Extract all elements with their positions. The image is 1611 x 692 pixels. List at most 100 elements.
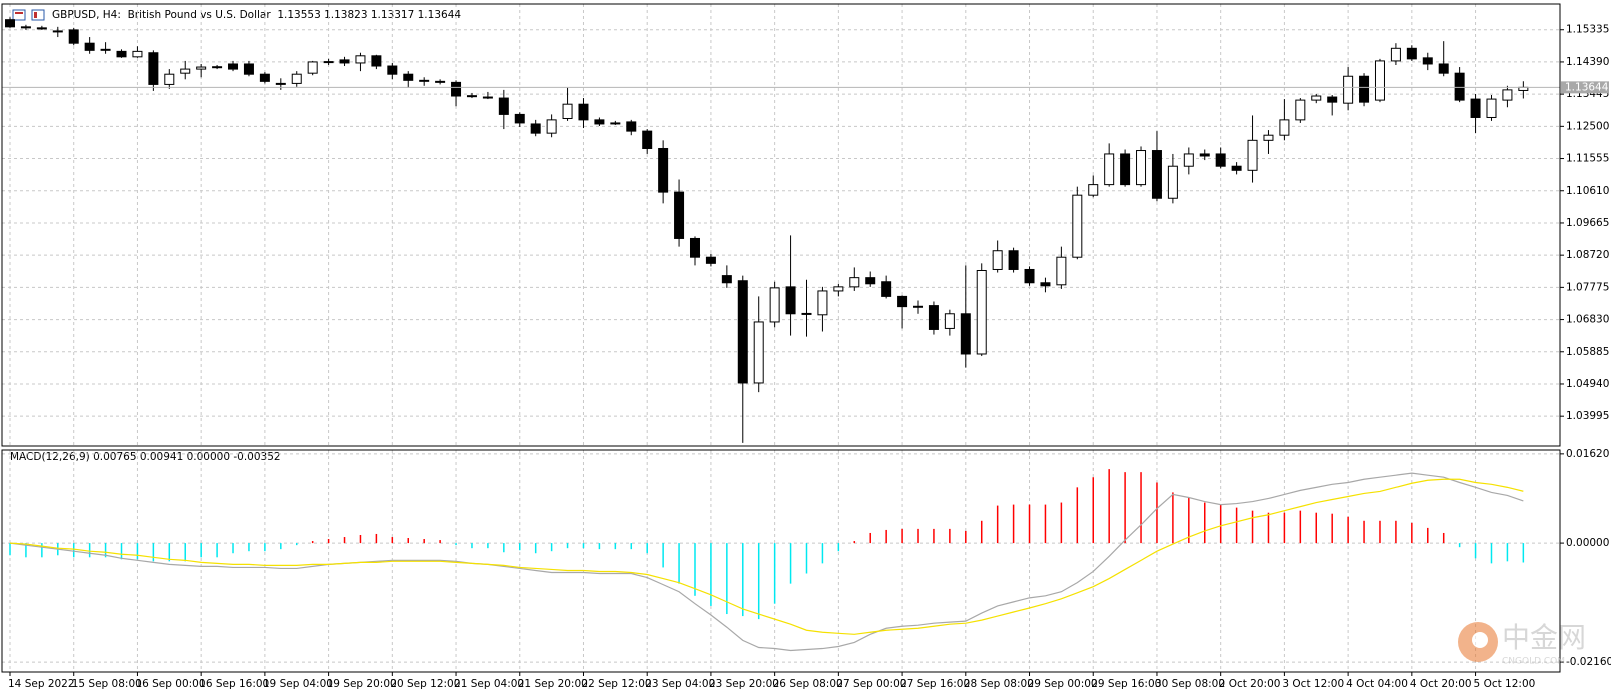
candle-body <box>228 63 239 70</box>
candle-body <box>307 61 318 74</box>
y-tick-label: 0.01620 <box>1566 448 1609 460</box>
chart-title: GBPUSD, H4: British Pound vs U.S. Dollar… <box>52 9 461 21</box>
candle-body <box>196 66 207 70</box>
candle-body <box>52 30 63 33</box>
watermark-site: CNGOLD.COM <box>1502 657 1565 667</box>
candle-body <box>68 29 79 44</box>
candle-body <box>20 26 31 29</box>
candle-body <box>100 48 111 51</box>
candle-body <box>1215 153 1226 167</box>
candle-body <box>451 81 462 97</box>
candle-body <box>1263 134 1274 141</box>
candle-body <box>1056 256 1067 286</box>
y-tick-label: 1.12500 <box>1566 120 1609 132</box>
candle-body <box>1231 165 1242 171</box>
candle-body <box>1279 119 1290 136</box>
candle-body <box>1151 150 1162 199</box>
candle-body <box>721 275 732 284</box>
x-tick-label: 2 Oct 20:00 <box>1219 678 1281 690</box>
candle-body <box>992 250 1003 270</box>
price-label: 1.13644 <box>1565 81 1609 93</box>
x-tick-label: 29 Sep 16:00 <box>1091 678 1161 690</box>
candle-body <box>5 19 15 28</box>
y-tick-label: 1.08720 <box>1566 249 1609 261</box>
candle-body <box>849 277 860 288</box>
x-tick-label: 19 Sep 20:00 <box>327 678 397 690</box>
candle-body <box>132 50 143 58</box>
indicator-title: MACD(12,26,9) 0.00765 0.00941 0.00000 -0… <box>10 451 281 463</box>
x-tick-label: 4 Oct 04:00 <box>1346 678 1408 690</box>
x-tick-label: 4 Oct 20:00 <box>1410 678 1472 690</box>
candle-body <box>371 55 382 67</box>
x-tick-label: 23 Sep 04:00 <box>645 678 715 690</box>
candle-body <box>1454 72 1465 101</box>
candle-body <box>594 119 605 125</box>
candle-body <box>1295 99 1306 121</box>
candle-body <box>482 96 493 99</box>
candle-body <box>84 42 95 51</box>
x-tick-label: 27 Sep 16:00 <box>900 678 970 690</box>
watermark-logo <box>1472 632 1488 648</box>
candle-body <box>1343 75 1354 104</box>
watermark-text: 中金网 <box>1502 621 1586 654</box>
y-tick-label: 1.04940 <box>1566 378 1609 390</box>
candle-body <box>530 123 541 134</box>
candle-body <box>674 191 685 239</box>
candle-body <box>1359 75 1370 103</box>
candle-body <box>1374 60 1385 101</box>
y-tick-label: 1.05885 <box>1566 346 1609 358</box>
x-tick-label: 26 Sep 08:00 <box>773 678 843 690</box>
candle-body <box>1247 139 1258 171</box>
price-label-box <box>1561 81 1609 94</box>
x-tick-label: 30 Sep 08:00 <box>1155 678 1225 690</box>
symbol-icons <box>12 9 45 21</box>
candle-body <box>180 68 191 74</box>
x-tick-label: 28 Sep 08:00 <box>964 678 1034 690</box>
candle-body <box>1136 150 1147 186</box>
candle-body <box>1390 47 1401 62</box>
x-tick-label: 16 Sep 00:00 <box>135 678 205 690</box>
candle-body <box>1104 153 1115 186</box>
x-tick-label: 15 Sep 08:00 <box>72 678 142 690</box>
candle-body <box>1406 47 1417 60</box>
x-tick-label: 22 Sep 12:00 <box>581 678 651 690</box>
candle-body <box>1120 153 1131 186</box>
candle-body <box>36 27 47 30</box>
candle-body <box>355 55 366 64</box>
candle-body <box>403 73 414 81</box>
pane-border <box>1 449 1561 673</box>
candle-body <box>976 269 987 355</box>
y-tick-label: 1.03995 <box>1566 410 1609 422</box>
candle-body <box>626 121 637 132</box>
candle-body <box>275 82 286 85</box>
icon <box>31 9 45 21</box>
candle-body <box>658 147 669 193</box>
y-tick-label: 1.15335 <box>1566 24 1609 36</box>
candle-body <box>1072 194 1083 258</box>
candle-body <box>514 113 525 124</box>
candle-body <box>642 130 653 149</box>
candle-body <box>419 79 430 82</box>
y-tick-label: 0.00000 <box>1566 537 1609 549</box>
x-tick-label: 23 Sep 20:00 <box>709 678 779 690</box>
candle-body <box>753 321 764 384</box>
indicator-line <box>9 472 1524 652</box>
candle-body <box>913 305 924 308</box>
candle-body <box>1327 96 1338 103</box>
x-tick-label: 20 Sep 12:00 <box>390 678 460 690</box>
candle-body <box>1167 165 1178 199</box>
candle-body <box>498 97 509 115</box>
icon <box>15 12 23 14</box>
y-tick-label: 1.14390 <box>1566 56 1609 68</box>
candle-body <box>466 95 477 98</box>
y-tick-label: 1.09665 <box>1566 217 1609 229</box>
candle-body <box>1438 63 1449 74</box>
candle-body <box>578 103 589 121</box>
candle-body <box>1040 282 1051 287</box>
candle-body <box>435 80 446 83</box>
candle-body <box>116 50 127 58</box>
y-tick-label: 1.07775 <box>1566 281 1609 293</box>
y-tick-label: 1.10610 <box>1566 185 1609 197</box>
